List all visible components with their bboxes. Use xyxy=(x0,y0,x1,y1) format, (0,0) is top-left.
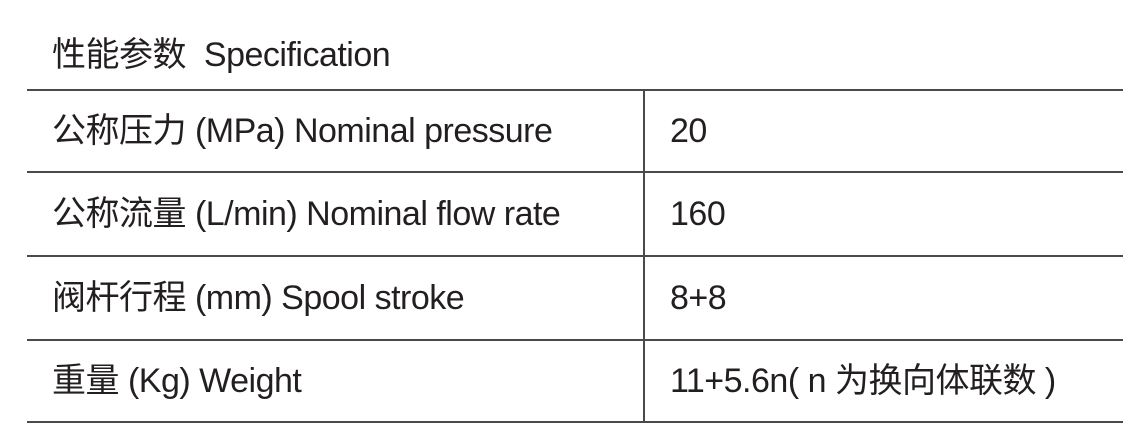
row-divider xyxy=(27,339,1123,341)
table-title: 性能参数 Specification xyxy=(52,36,391,74)
spec-value: 8+8 xyxy=(670,279,727,317)
spec-label: 公称压力 (MPa) Nominal pressure xyxy=(52,112,553,150)
row-divider xyxy=(27,421,1123,423)
row-divider xyxy=(27,255,1123,257)
spec-label: 公称流量 (L/min) Nominal flow rate xyxy=(52,195,561,233)
row-divider xyxy=(27,171,1123,173)
spec-label: 重量 (Kg) Weight xyxy=(52,362,302,400)
spec-value: 160 xyxy=(670,195,726,233)
spec-label: 阀杆行程 (mm) Spool stroke xyxy=(52,279,465,317)
spec-value: 11+5.6n( n 为换向体联数 ) xyxy=(670,362,1056,400)
spec-value: 20 xyxy=(670,112,707,150)
column-divider xyxy=(643,90,645,422)
row-divider xyxy=(27,89,1123,91)
